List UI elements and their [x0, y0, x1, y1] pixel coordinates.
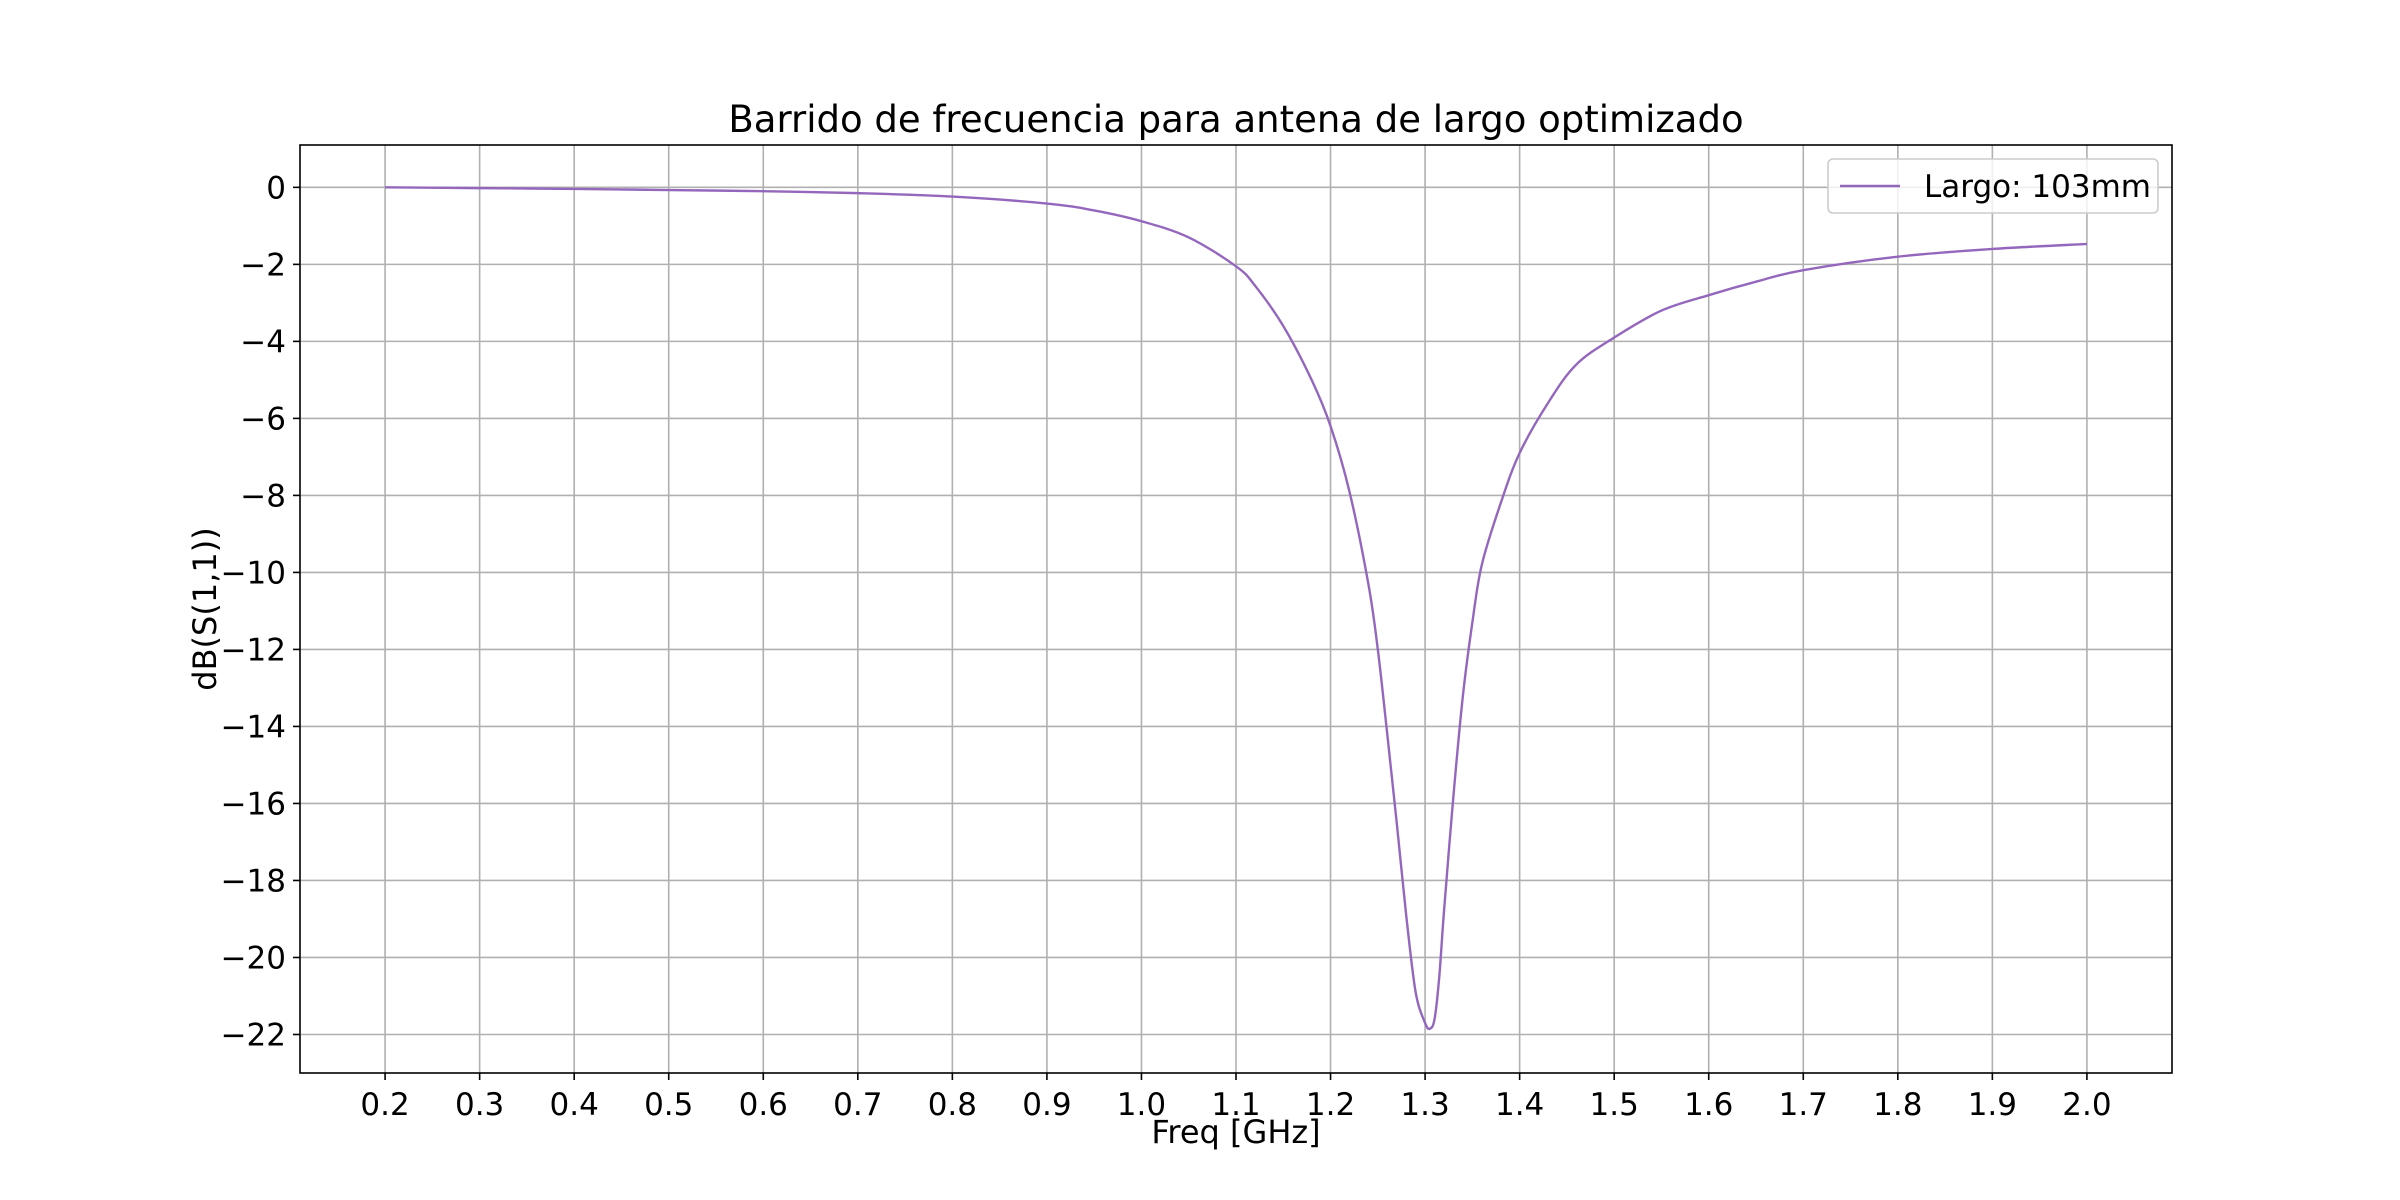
x-tick-label: 0.2: [360, 1087, 409, 1123]
x-tick-label: 1.2: [1306, 1087, 1355, 1123]
y-tick-label: −8: [240, 478, 286, 514]
legend-label: Largo: 103mm: [1924, 169, 2151, 205]
y-axis-ticks: 0 −2 −4 −6 −8 −10 −12 −14 −16 −18 −20 −22: [221, 170, 300, 1053]
x-tick-label: 0.7: [833, 1087, 882, 1123]
x-tick-label: 1.4: [1495, 1087, 1544, 1123]
series-layer: [385, 186, 2087, 1031]
legend-box: [1827, 158, 2159, 214]
series-line: [385, 186, 2087, 1031]
y-tick-label: −20: [221, 940, 286, 976]
x-tick-label: 1.5: [1590, 1087, 1639, 1123]
y-tick-label: −6: [240, 401, 286, 437]
x-axis-ticks: 0.2 0.3 0.4 0.5 0.6 0.7 0.8 0.9 1.0 1.1 1.2 1.3 1.4 1…: [360, 1073, 2112, 1123]
y-tick-label: −10: [221, 555, 286, 591]
y-tick-label: −2: [240, 247, 286, 283]
x-axis-label: Freq [GHz]: [1151, 1113, 1320, 1151]
x-tick-label: 1.9: [1968, 1087, 2017, 1123]
y-tick-label: −12: [221, 632, 286, 668]
x-tick-label: 1.3: [1400, 1087, 1449, 1123]
x-tick-label: 1.1: [1211, 1087, 1260, 1123]
y-tick-label: −22: [221, 1017, 286, 1053]
legend: Largo: 103mm: [1827, 158, 2159, 214]
x-tick-label: 0.8: [928, 1087, 977, 1123]
y-axis-label: dB(S(1,1)): [186, 527, 224, 690]
chart-title: Barrido de frecuencia para antena de lar…: [728, 98, 1743, 141]
x-tick-label: 0.3: [455, 1087, 504, 1123]
x-tick-label: 1.7: [1779, 1087, 1828, 1123]
x-tick-label: 2.0: [2062, 1087, 2111, 1123]
x-tick-label: 1.6: [1684, 1087, 1733, 1123]
x-tick-label: 1.0: [1117, 1087, 1166, 1123]
x-tick-label: 1.8: [1873, 1087, 1922, 1123]
y-tick-label: 0: [266, 170, 286, 206]
y-tick-label: −4: [240, 324, 286, 360]
y-tick-label: −14: [221, 709, 286, 745]
x-tick-label: 0.9: [1022, 1087, 1071, 1123]
y-tick-label: −18: [221, 863, 286, 899]
x-tick-label: 0.5: [644, 1087, 693, 1123]
x-tick-label: 0.4: [550, 1087, 599, 1123]
x-tick-label: 0.6: [739, 1087, 788, 1123]
grid: [300, 145, 2172, 1073]
y-tick-label: −16: [221, 786, 286, 822]
